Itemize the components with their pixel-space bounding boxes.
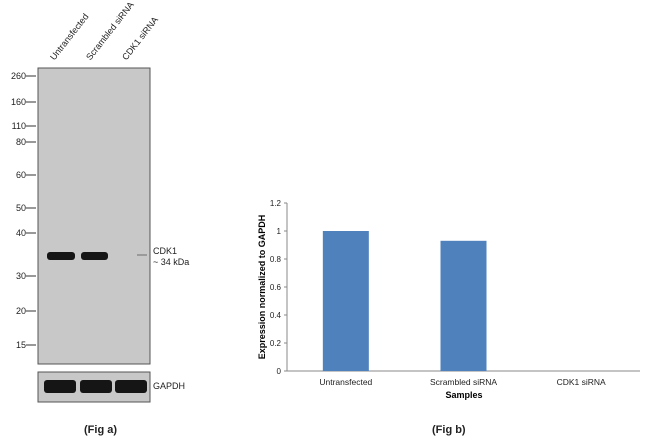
y-tick-label: 1	[277, 227, 282, 236]
cdk1-band-untransfected	[47, 252, 75, 260]
cdk1-band-scrambled	[81, 252, 108, 260]
gapdh-label: GAPDH	[153, 381, 186, 391]
blot-membrane	[37, 67, 151, 365]
mw-marker-50: 50	[15, 203, 26, 213]
x-tick-group: Untransfected Scrambled siRNA CDK1 siRNA	[319, 377, 606, 387]
y-tick-label: 0.2	[270, 339, 282, 348]
bar-group	[322, 231, 487, 371]
bar-chart-panel: 0 0.2 0.4 0.6 0.8 1 1.2 Untransfected Scrambled…	[257, 199, 640, 400]
mw-marker-30: 30	[15, 271, 26, 281]
y-axis-label: Expression normalized to GAPDH	[257, 215, 267, 360]
gapdh-band-3	[115, 380, 147, 393]
cdk1-label: CDK1 ~ 34 kDa	[153, 246, 189, 268]
y-tick-label: 0	[277, 367, 282, 376]
cdk1-label-size: ~ 34 kDa	[153, 257, 190, 267]
caption-fig-b: (Fig b)	[432, 424, 466, 436]
mw-marker-40: 40	[15, 228, 26, 238]
caption-fig-a: (Fig a)	[84, 424, 117, 436]
mw-marker-110: 110	[11, 121, 26, 131]
cdk1-label-name: CDK1	[153, 246, 178, 256]
y-tick-label: 1.2	[270, 199, 282, 208]
y-tick-label: 0.4	[270, 311, 282, 320]
cdk1-band-knockdown-trace	[137, 254, 147, 256]
mw-marker-260: 260	[10, 71, 26, 81]
mw-tick-group	[26, 75, 36, 346]
bar	[440, 240, 487, 371]
x-tick-label: Untransfected	[319, 377, 372, 387]
x-tick-label: CDK1 siRNA	[557, 377, 606, 387]
mw-marker-20: 20	[15, 306, 26, 316]
x-axis-label: Samples	[445, 390, 482, 400]
bar	[322, 231, 369, 371]
mw-marker-160: 160	[10, 97, 26, 107]
western-blot-panel	[26, 67, 151, 403]
y-tick-label: 0.8	[270, 255, 282, 264]
mw-marker-15: 15	[15, 340, 26, 350]
y-tick-group: 0 0.2 0.4 0.6 0.8 1 1.2	[270, 199, 287, 376]
x-tick-label: Scrambled siRNA	[430, 377, 497, 387]
mw-marker-60: 60	[15, 170, 26, 180]
gapdh-band-2	[80, 380, 112, 393]
gapdh-band-1	[44, 380, 76, 393]
mw-marker-80: 80	[15, 137, 26, 147]
y-tick-label: 0.6	[270, 283, 282, 292]
